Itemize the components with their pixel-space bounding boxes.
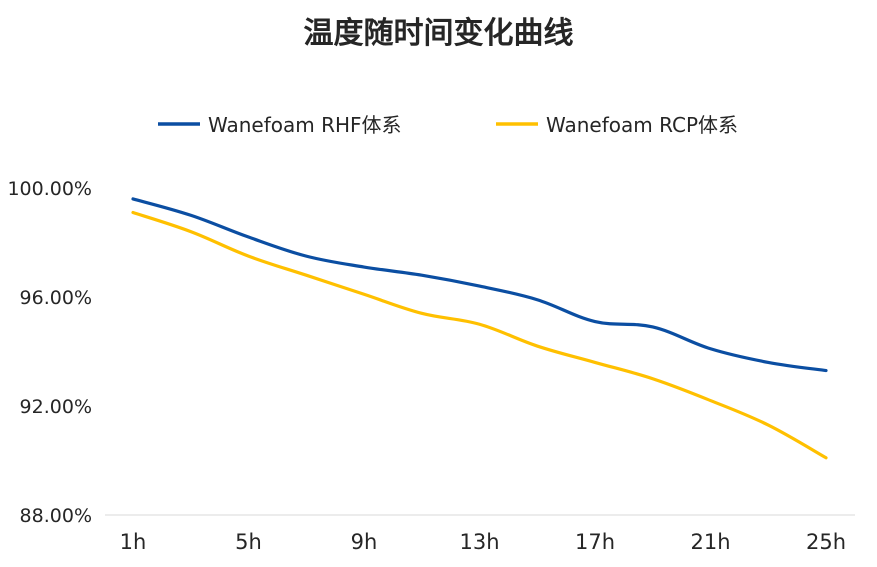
- x-tick-label: 25h: [806, 530, 846, 554]
- y-tick-label: 92.00%: [20, 396, 92, 418]
- x-tick-label: 5h: [235, 530, 262, 554]
- legend-label: Wanefoam RHF体系: [208, 113, 402, 137]
- y-tick-label: 100.00%: [7, 178, 92, 200]
- x-tick-label: 9h: [351, 530, 378, 554]
- x-tick-label: 13h: [459, 530, 499, 554]
- chart-title: 温度随时间变化曲线: [303, 16, 574, 51]
- x-tick-label: 17h: [575, 530, 615, 554]
- x-tick-label: 21h: [690, 530, 730, 554]
- series-line-2: [131, 210, 828, 460]
- legend-label: Wanefoam RCP体系: [546, 113, 738, 137]
- x-tick-label: 1h: [120, 530, 147, 554]
- y-tick-label: 88.00%: [20, 505, 92, 527]
- series-line-1: [131, 197, 828, 373]
- y-tick-label: 96.00%: [20, 287, 92, 309]
